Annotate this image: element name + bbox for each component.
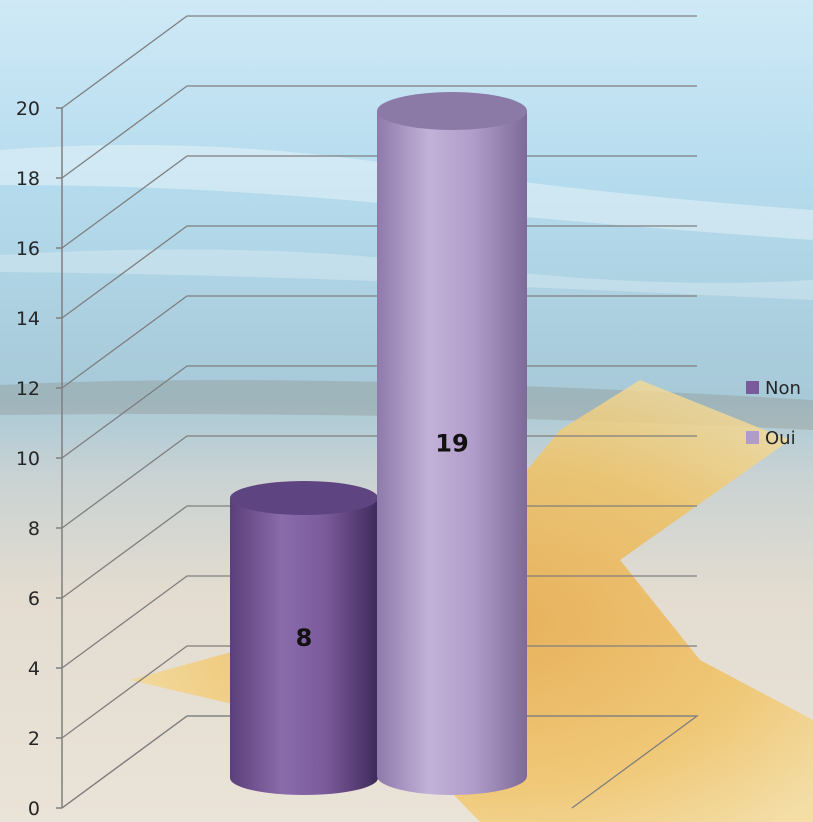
bar-non: 8: [230, 481, 378, 795]
bar-top: [230, 481, 378, 515]
y-tick-label: 16: [16, 238, 40, 260]
y-tick-label: 6: [28, 588, 40, 610]
legend-item-oui: Oui: [746, 428, 796, 449]
gridline: [61, 15, 697, 109]
legend-swatch: [746, 431, 759, 444]
y-tick-label: 20: [16, 98, 40, 120]
bar-body: [377, 111, 527, 795]
y-tick-label: 10: [16, 448, 40, 470]
bars: 8 19: [230, 92, 527, 795]
legend-swatch: [746, 381, 759, 394]
data-label: 8: [296, 624, 313, 652]
bar-top: [377, 92, 527, 130]
bar-oui: 19: [377, 92, 527, 795]
gridline: [61, 85, 697, 179]
y-tick-label: 4: [28, 658, 40, 680]
bar-body: [230, 498, 378, 795]
legend-item-non: Non: [746, 378, 801, 399]
legend-label: Oui: [765, 428, 796, 449]
y-tick-label: 14: [16, 308, 40, 330]
y-axis: 0 2 4 6 8 10 12 14 16 18 20: [16, 98, 63, 820]
y-tick-label: 2: [28, 728, 40, 750]
legend: Non Oui: [746, 378, 801, 449]
y-tick-label: 12: [16, 378, 40, 400]
legend-label: Non: [765, 378, 801, 399]
y-tick-label: 0: [28, 798, 40, 820]
data-label: 19: [435, 430, 468, 458]
y-tick-label: 8: [28, 518, 40, 540]
y-tick-label: 18: [16, 168, 40, 190]
